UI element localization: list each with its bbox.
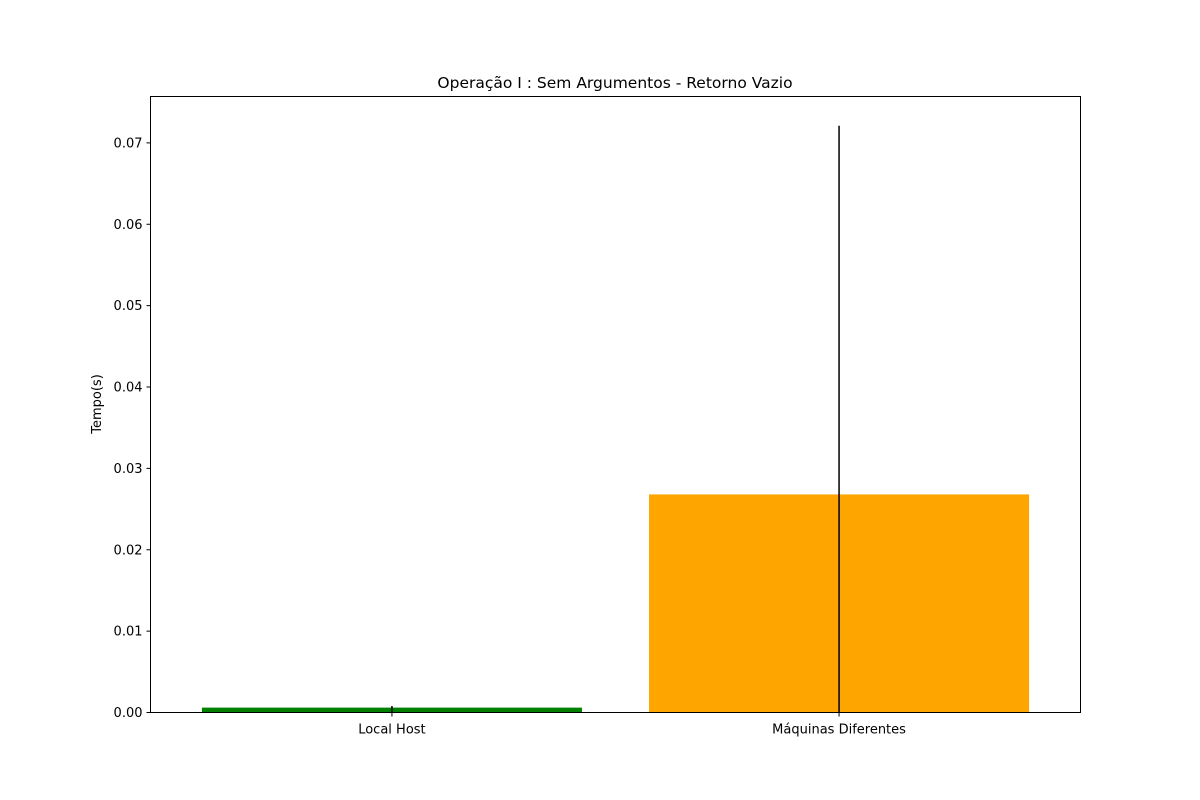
x-tick-label: Local Host: [358, 723, 425, 738]
y-tick-label: 0.02: [114, 543, 143, 558]
error-bars-group: [391, 125, 840, 713]
y-tick-label: 0.06: [114, 218, 143, 233]
y-tick-label: 0.04: [114, 381, 143, 396]
y-ticks-group: 0.00 0.01 0.02 0.03 0.04 0.05 0.06 0.07: [114, 136, 151, 721]
y-tick-label: 0.00: [114, 706, 143, 721]
chart-title: Operação I : Sem Argumentos - Retorno Va…: [437, 74, 792, 92]
x-tick-label: Máquinas Diferentes: [772, 723, 906, 738]
y-tick-label: 0.07: [114, 136, 143, 151]
y-tick-label: 0.05: [114, 299, 143, 314]
plot-area-frame: [150, 96, 1081, 713]
y-tick-label: 0.03: [114, 462, 143, 477]
x-ticks-group: Local Host Máquinas Diferentes: [358, 712, 906, 738]
y-tick-label: 0.01: [114, 625, 143, 640]
y-axis-label: Tempo(s): [90, 374, 105, 435]
